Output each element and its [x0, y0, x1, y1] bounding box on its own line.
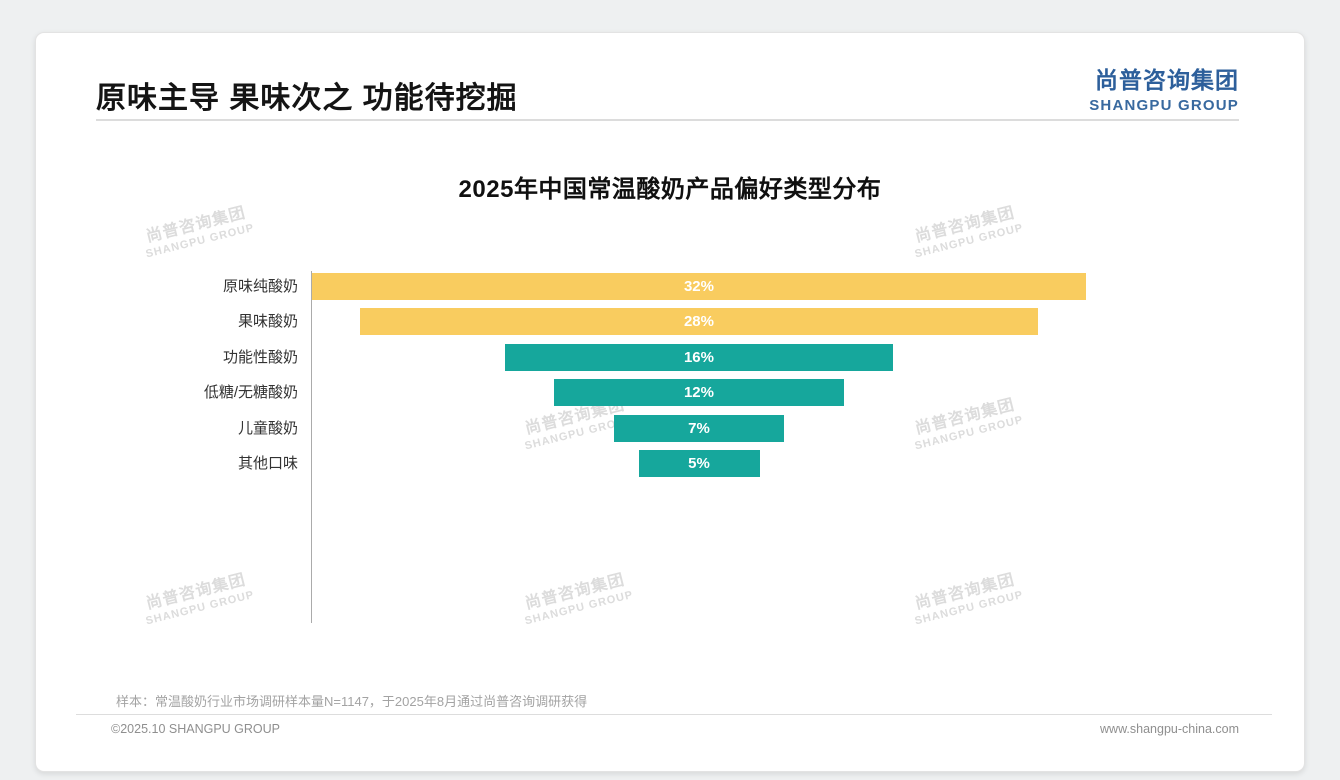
watermark-cn-text: 尚普咨询集团	[913, 204, 1017, 246]
watermark-en-text: SHANGPU GROUP	[144, 221, 256, 261]
watermark-en-text: SHANGPU GROUP	[913, 588, 1025, 628]
watermark-en-text: SHANGPU GROUP	[523, 588, 635, 628]
footer-divider	[76, 714, 1272, 715]
page-title: 原味主导 果味次之 功能待挖掘	[96, 82, 518, 115]
bar-value-label: 12%	[683, 384, 714, 402]
category-label: 原味纯酸奶	[222, 278, 298, 295]
watermark: 尚普咨询集团 SHANGPU GROUP	[138, 565, 255, 628]
logo-cn-text: 尚普咨询集团	[1095, 67, 1239, 93]
logo-en-text: SHANGPU GROUP	[1089, 97, 1239, 114]
category-label: 儿童酸奶	[237, 419, 298, 437]
bar-3: 12%	[553, 379, 845, 407]
bar-0: 32%	[311, 273, 1087, 300]
category-label: 果味酸奶	[237, 313, 298, 331]
watermark-cn-text: 尚普咨询集团	[523, 571, 627, 613]
bar-value-label: 7%	[688, 419, 710, 437]
watermark-cn-text: 尚普咨询集团	[913, 396, 1017, 438]
bar-4: 7%	[614, 414, 784, 442]
watermark-cn-text: 尚普咨询集团	[913, 571, 1017, 613]
watermark: 尚普咨询集团 SHANGPU GROUP	[517, 565, 634, 628]
bar-1: 28%	[360, 308, 1038, 336]
slide-card: 尚普咨询集团 SHANGPU GROUP 尚普咨询集团 SHANGPU GROUP 尚普…	[35, 32, 1305, 772]
bar-value-label: 28%	[683, 313, 714, 331]
category-label: 其他口味	[237, 455, 298, 472]
watermark-en-text: SHANGPU GROUP	[144, 588, 256, 628]
logo: 尚普咨询集团 SHANGPU GROUP	[1089, 61, 1239, 114]
footer-website: www.shangpu-china.com	[1100, 722, 1239, 736]
watermark-en-text: SHANGPU GROUP	[913, 413, 1025, 453]
y-axis-line	[311, 271, 312, 623]
watermark: 尚普咨询集团 SHANGPU GROUP	[907, 390, 1024, 453]
bar-5: 5%	[638, 450, 760, 477]
bar-value-label: 32%	[683, 278, 714, 295]
bar-2: 16%	[505, 343, 893, 371]
watermark: 尚普咨询集团 SHANGPU GROUP	[907, 565, 1024, 628]
watermark: 尚普咨询集团 SHANGPU GROUP	[907, 198, 1024, 261]
bar-value-label: 16%	[683, 348, 714, 366]
watermark-cn-text: 尚普咨询集团	[144, 571, 248, 613]
watermark-en-text: SHANGPU GROUP	[913, 221, 1025, 261]
category-label: 低糖/无糖酸奶	[203, 384, 298, 402]
watermark: 尚普咨询集团 SHANGPU GROUP	[138, 198, 255, 261]
watermark-cn-text: 尚普咨询集团	[144, 204, 248, 246]
sample-footnote: 样本：常温酸奶行业市场调研样本量N=1147，于2025年8月通过尚普咨询调研获…	[116, 694, 588, 709]
bar-value-label: 5%	[688, 455, 710, 472]
category-label: 功能性酸奶	[222, 348, 298, 366]
footer-copyright: ©2025.10 SHANGPU GROUP	[111, 722, 280, 736]
chart-title: 2025年中国常温酸奶产品偏好类型分布	[458, 176, 882, 203]
header-divider	[96, 119, 1239, 121]
